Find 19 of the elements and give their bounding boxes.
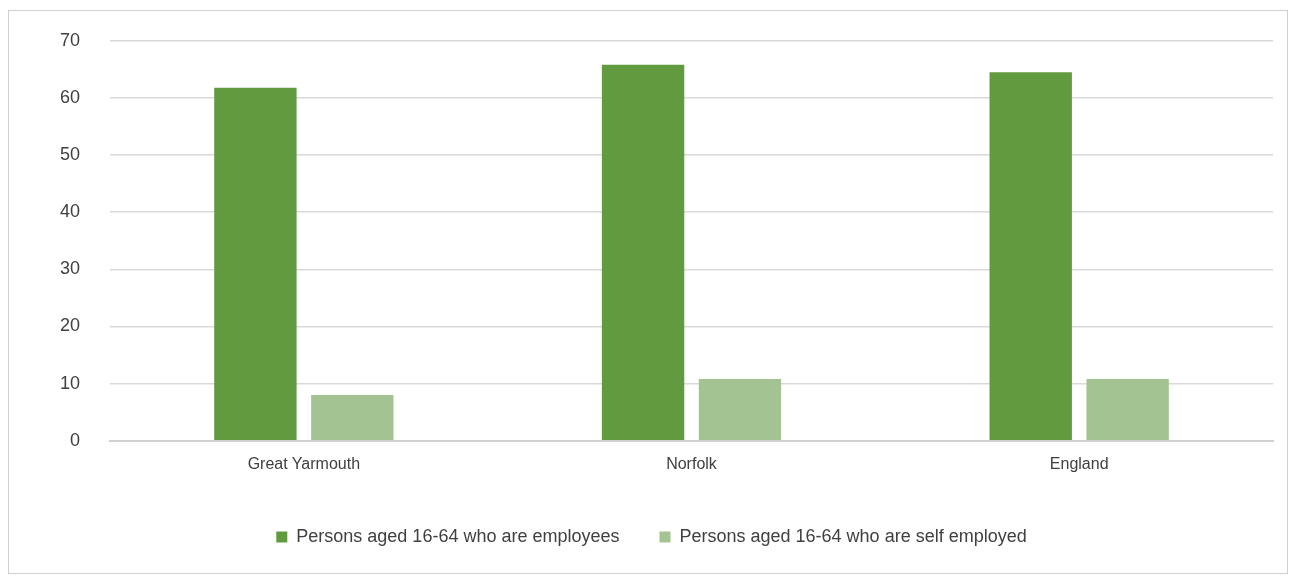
- y-tick-label: 60: [59, 86, 81, 107]
- y-tick-label: 40: [59, 201, 81, 222]
- y-tick-label: 0: [70, 429, 81, 450]
- legend-label: Persons aged 16-64 who are self employed: [679, 525, 1027, 546]
- bar: [989, 72, 1072, 441]
- y-tick-label: 20: [59, 315, 81, 336]
- bar: [214, 87, 297, 441]
- bar: [698, 379, 782, 441]
- bar: [601, 64, 685, 441]
- y-tick-label: 10: [59, 372, 81, 393]
- x-tick-label: Great Yarmouth: [247, 454, 361, 472]
- y-tick-label: 30: [59, 258, 81, 279]
- x-tick-label: Norfolk: [666, 454, 718, 472]
- legend-label: Persons aged 16-64 who are employees: [296, 525, 620, 546]
- x-tick-label: England: [1049, 454, 1109, 472]
- y-tick-label: 50: [59, 144, 81, 165]
- bar: [311, 395, 394, 441]
- y-tick-label: 70: [59, 29, 81, 50]
- bar: [1086, 379, 1169, 441]
